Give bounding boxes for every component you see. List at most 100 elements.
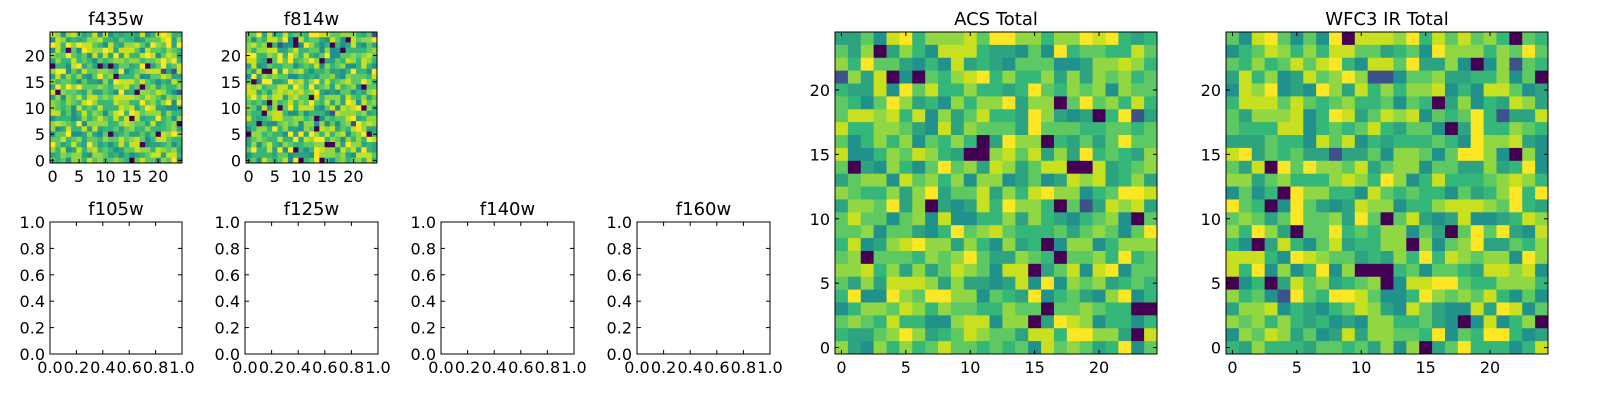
heatmap-cell xyxy=(261,94,268,101)
heatmap-cell xyxy=(1329,70,1343,84)
heatmap-cell xyxy=(1066,147,1081,162)
heatmap-cell xyxy=(118,157,125,164)
heatmap-cell xyxy=(1406,96,1420,110)
heatmap-cell xyxy=(303,47,310,54)
heatmap-cell xyxy=(1354,186,1369,200)
heatmap-cell xyxy=(60,84,67,91)
y-tick-label: 0.0 xyxy=(607,345,632,364)
heatmap-cell xyxy=(1053,160,1068,175)
heatmap-cell xyxy=(246,94,252,101)
heatmap-cell xyxy=(1535,135,1549,149)
heatmap-cell xyxy=(1483,173,1497,187)
heatmap-cell xyxy=(989,250,1003,265)
heatmap-cell xyxy=(925,276,939,290)
heatmap-cell xyxy=(293,63,299,70)
heatmap-cell xyxy=(963,315,978,329)
heatmap-cell xyxy=(1041,199,1055,213)
heatmap-cell xyxy=(1290,173,1304,187)
heatmap-cell xyxy=(925,289,939,303)
heatmap-cell xyxy=(950,238,965,252)
heatmap-cell xyxy=(76,147,83,153)
heatmap-cell xyxy=(55,136,61,143)
heatmap-cell xyxy=(1277,44,1291,59)
y-tick-label: 1.0 xyxy=(411,213,436,232)
heatmap-cell xyxy=(71,52,77,59)
heatmap-cell xyxy=(356,152,362,159)
y-tick-label: 20 xyxy=(221,47,241,66)
heatmap-cell xyxy=(314,121,320,127)
heatmap-cell xyxy=(1277,276,1291,290)
heatmap-cell xyxy=(873,173,887,187)
heatmap-cell xyxy=(314,84,320,91)
heatmap-cell xyxy=(303,147,310,153)
heatmap-cell xyxy=(366,47,373,54)
heatmap-cell xyxy=(1251,83,1266,97)
heatmap-cell xyxy=(1470,250,1484,265)
heatmap-cell xyxy=(71,58,77,64)
heatmap-cell xyxy=(81,89,88,96)
heatmap-cell xyxy=(314,147,320,153)
heatmap-cell xyxy=(1393,263,1407,278)
y-tick-label: 15 xyxy=(810,145,830,164)
heatmap-cell xyxy=(65,63,72,70)
heatmap-cell xyxy=(1144,160,1158,175)
heatmap-cell xyxy=(71,47,77,54)
heatmap-cell xyxy=(60,121,67,127)
heatmap-cell xyxy=(1053,302,1068,316)
heatmap-cell xyxy=(1509,109,1523,123)
heatmap-cell xyxy=(329,126,336,132)
heatmap-cell xyxy=(1002,173,1016,187)
heatmap-cell xyxy=(97,68,104,75)
heatmap-cell xyxy=(92,63,98,70)
heatmap-cell xyxy=(873,276,887,290)
heatmap-cell xyxy=(1251,289,1266,303)
heatmap-cell xyxy=(108,157,114,164)
heatmap-cell xyxy=(963,263,978,278)
heatmap-cell xyxy=(1118,44,1132,59)
heatmap-cell xyxy=(912,289,926,303)
heatmap-cell xyxy=(1329,135,1343,149)
heatmap-cell xyxy=(1496,315,1510,329)
heatmap-cell xyxy=(1131,328,1145,342)
y-tick-label: 0.0 xyxy=(411,345,436,364)
heatmap-cell xyxy=(1028,32,1042,46)
heatmap-cell xyxy=(1406,122,1420,136)
heatmap-cell xyxy=(1066,109,1081,123)
heatmap-cell xyxy=(361,73,367,80)
heatmap-cell xyxy=(366,37,373,43)
heatmap-cell xyxy=(1457,44,1472,59)
heatmap-cell xyxy=(860,186,875,200)
heatmap-cell xyxy=(139,84,146,91)
heatmap-cell xyxy=(108,121,114,127)
heatmap-cell xyxy=(118,63,125,70)
heatmap-cell xyxy=(145,84,151,91)
heatmap-cell xyxy=(256,110,263,117)
heatmap-cell xyxy=(108,84,114,91)
heatmap-cell xyxy=(76,42,83,49)
heatmap-cell xyxy=(366,110,373,117)
heatmap-cell xyxy=(976,263,990,278)
heatmap-cell xyxy=(246,147,252,153)
heatmap-cell xyxy=(1118,83,1132,97)
x-tick-label: 0.8 xyxy=(535,358,560,377)
heatmap-cell xyxy=(1002,160,1016,175)
heatmap-cell xyxy=(1470,238,1484,252)
heatmap-cell xyxy=(166,68,172,75)
heatmap-cell xyxy=(319,142,325,148)
heatmap-cell xyxy=(1535,70,1549,84)
heatmap-cell xyxy=(1238,212,1253,226)
heatmap-cell xyxy=(976,289,990,303)
heatmap-cell xyxy=(272,100,278,106)
heatmap-cell xyxy=(92,37,98,43)
heatmap-cell xyxy=(963,83,978,97)
heatmap-cell xyxy=(899,186,913,200)
heatmap-cell xyxy=(246,63,252,70)
heatmap-cell xyxy=(1535,263,1549,278)
heatmap-cell xyxy=(1226,96,1240,110)
heatmap-cell xyxy=(1303,276,1317,290)
heatmap-cell xyxy=(314,100,320,106)
heatmap-cell xyxy=(134,52,141,59)
heatmap-cell xyxy=(102,68,109,75)
heatmap-cell xyxy=(65,105,72,111)
